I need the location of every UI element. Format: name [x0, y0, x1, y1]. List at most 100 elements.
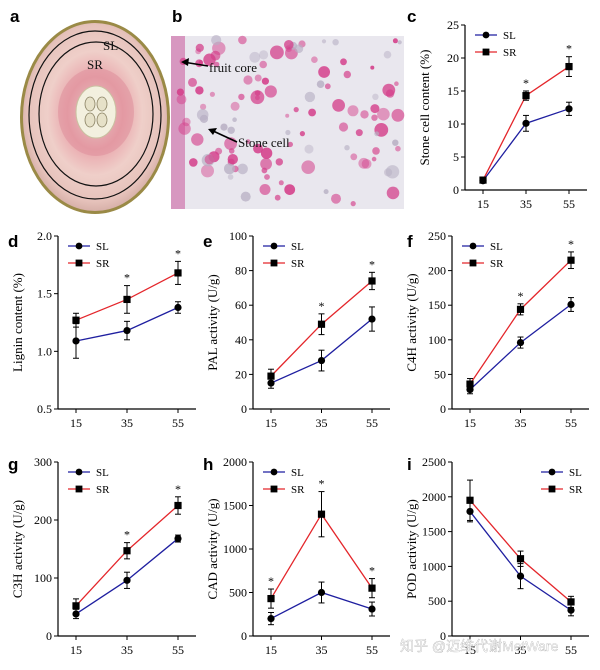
- significance-mark: *: [568, 237, 574, 251]
- stone-cell: [237, 163, 248, 175]
- stone-cell: [260, 147, 273, 159]
- stone-cell: [238, 93, 245, 101]
- stone-cell: [204, 154, 215, 165]
- stone-cell: [201, 164, 214, 178]
- x-tick-label: 55: [565, 416, 577, 430]
- stone-cell: [200, 103, 207, 110]
- x-tick-label: 55: [172, 416, 184, 430]
- stone-cell: [371, 156, 377, 162]
- legend-label-sl: SL: [96, 467, 109, 479]
- seed: [96, 112, 108, 128]
- data-point-sl: [565, 105, 573, 113]
- stone-cell: [232, 117, 237, 122]
- stone-cell: [198, 60, 203, 65]
- y-axis-label: Stone cell content (%): [417, 50, 432, 166]
- stone-cell: [227, 154, 238, 165]
- legend-marker: [469, 259, 477, 267]
- y-axis-label: C4H activity (U/g): [404, 273, 419, 371]
- stone-cell: [321, 39, 327, 44]
- y-tick-label: 0: [440, 629, 446, 643]
- significance-mark: *: [268, 574, 274, 588]
- stone-cell: [215, 147, 223, 155]
- stone-cell: [195, 86, 204, 95]
- y-tick-label: 40: [235, 333, 247, 347]
- x-tick-label: 15: [70, 643, 82, 657]
- stone-cell: [195, 43, 204, 53]
- y-tick-label: 1500: [422, 525, 446, 539]
- stone-cell: [285, 46, 298, 60]
- x-tick-label: 55: [563, 197, 575, 211]
- stone-cell: [230, 101, 240, 111]
- stone-cell: [278, 180, 284, 186]
- stone-cell: [195, 48, 202, 55]
- stone-cell: [227, 174, 234, 180]
- legend-marker: [548, 468, 556, 476]
- stone-cell: [316, 80, 325, 88]
- legend-marker: [75, 485, 83, 493]
- x-tick-label: 15: [265, 416, 277, 430]
- stone-cell: [213, 61, 220, 68]
- fruit-core: [75, 85, 117, 139]
- stone-cell: [358, 157, 370, 169]
- stone-cell: [211, 35, 222, 46]
- x-tick-label: 15: [464, 643, 476, 657]
- stone-cell: [260, 158, 272, 170]
- chart-i: i 0 500 1000 1500 2000 2500 15 35 55 POD activity …: [404, 455, 589, 657]
- data-point-sr: [368, 277, 376, 285]
- stone-cell: [287, 141, 293, 148]
- data-point-sl: [516, 338, 525, 347]
- stone-cell: [264, 174, 270, 180]
- label-fruit-core: fruit core: [209, 60, 257, 75]
- stone-cell: [275, 158, 283, 166]
- stone-cell: [240, 191, 251, 202]
- significance-mark: *: [319, 477, 325, 491]
- legend-marker: [469, 242, 477, 250]
- data-point-sr: [123, 547, 131, 555]
- stone-cell: [304, 91, 316, 103]
- significance-mark: *: [124, 528, 130, 542]
- stone-cell: [188, 77, 197, 87]
- watermark-text: 知乎 @迈维代谢MetWare: [400, 638, 559, 654]
- stone-cell: [182, 117, 191, 127]
- panel-b-photo: b fruit core Stone cell: [171, 7, 405, 209]
- y-tick-label: 5: [453, 150, 459, 164]
- data-point-sl: [317, 356, 326, 365]
- y-tick-label: 1.5: [37, 287, 52, 301]
- legend-marker: [75, 259, 83, 267]
- stone-cell: [331, 193, 341, 204]
- data-point-sr: [567, 598, 575, 606]
- y-tick-label: 100: [34, 571, 52, 585]
- fruit-core-tissue: [171, 36, 185, 209]
- significance-mark: *: [319, 299, 325, 313]
- legend-label-sr: SR: [96, 484, 110, 496]
- y-axis-label: CAD activity (U/g): [205, 498, 220, 599]
- panel-letter-i: i: [407, 455, 412, 474]
- data-point-sl: [123, 576, 131, 584]
- data-point-sr: [72, 316, 80, 324]
- stone-cell: [392, 38, 398, 44]
- stone-cell: [285, 129, 291, 136]
- stone-cell: [299, 131, 305, 137]
- watermark: 知乎 @迈维代谢MetWare: [400, 638, 559, 654]
- stone-cell: [318, 66, 330, 78]
- legend-label-sr: SR: [96, 258, 110, 270]
- legend-label-sl: SL: [490, 241, 503, 253]
- y-tick-label: 1000: [223, 542, 247, 556]
- stone-cell: [338, 122, 349, 132]
- chart-f: f 0 50 100 150 200 250 15 35 55 C4H activity (U/g)…: [404, 229, 589, 430]
- chart-c: c 0 5 10 15 20 25 15 35 55 Stone cell content (%) *…: [407, 7, 587, 211]
- y-tick-label: 0: [241, 629, 247, 643]
- panel-letter-e: e: [203, 232, 212, 251]
- stone-cell: [178, 122, 191, 135]
- stone-cell: [176, 94, 187, 105]
- x-tick-label: 35: [121, 643, 133, 657]
- stone-cell: [350, 153, 358, 161]
- stone-cell: [196, 109, 209, 121]
- x-tick-label: 35: [515, 416, 527, 430]
- fruit-core-arrowhead: [181, 58, 189, 66]
- legend-label-sr: SR: [490, 258, 504, 270]
- y-tick-label: 2000: [223, 455, 247, 469]
- stone-cell: [343, 70, 351, 79]
- stone-cell: [323, 189, 329, 195]
- data-point-sl: [267, 615, 275, 623]
